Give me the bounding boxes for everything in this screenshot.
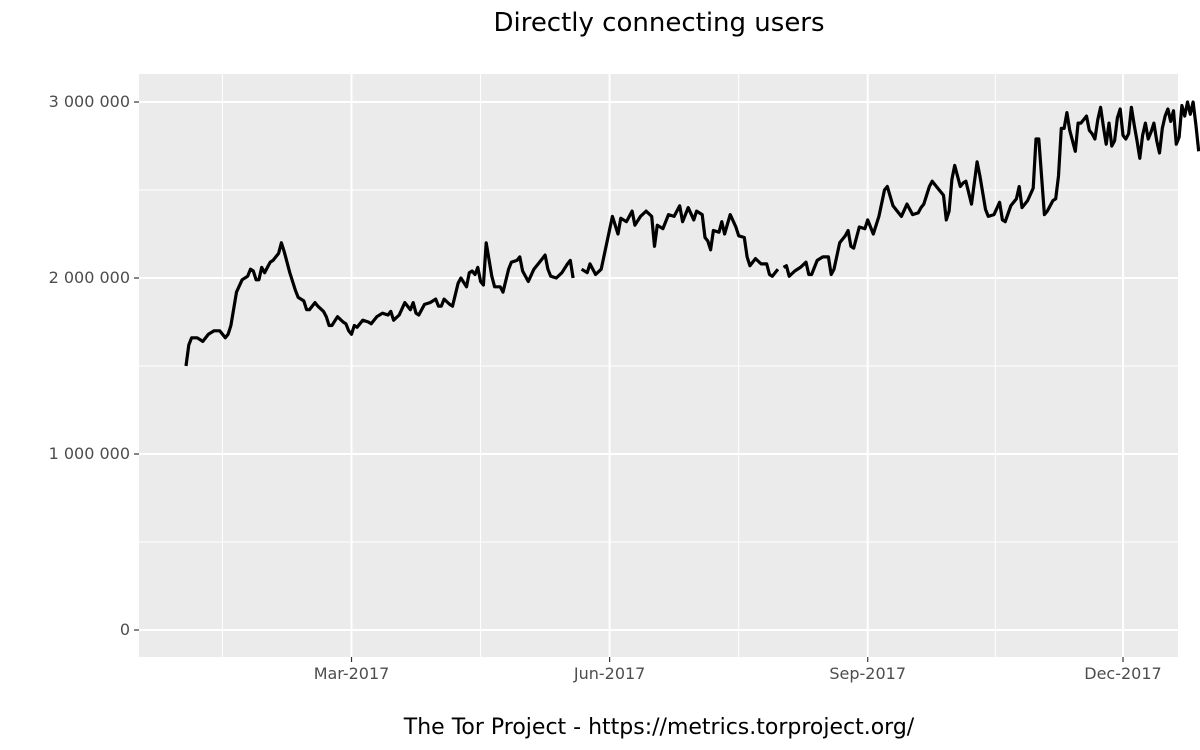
chart-caption: The Tor Project - https://metrics.torpro… xyxy=(403,715,915,740)
y-tick-label: 0 xyxy=(120,620,130,639)
x-axis: Mar-2017 Jun-2017 Sep-2017 Dec-2017 xyxy=(314,657,1162,683)
y-tick-label: 1 000 000 xyxy=(49,444,130,463)
series-line-segment xyxy=(184,241,575,367)
major-gridlines xyxy=(139,74,1178,657)
series-lines xyxy=(184,100,1200,367)
x-tick-label: Dec-2017 xyxy=(1084,664,1161,683)
x-tick-label: Mar-2017 xyxy=(314,664,390,683)
y-tick-label: 2 000 000 xyxy=(49,268,130,287)
series-line-segment xyxy=(782,100,1200,278)
minor-gridlines xyxy=(139,74,1178,657)
x-tick-label: Sep-2017 xyxy=(829,664,906,683)
y-tick-label: 3 000 000 xyxy=(49,92,130,111)
x-tick-label: Jun-2017 xyxy=(573,664,646,683)
chart-title: Directly connecting users xyxy=(493,8,824,38)
series-line-segment xyxy=(580,204,780,278)
y-axis: 0 1 000 000 2 000 000 3 000 000 xyxy=(49,92,139,639)
